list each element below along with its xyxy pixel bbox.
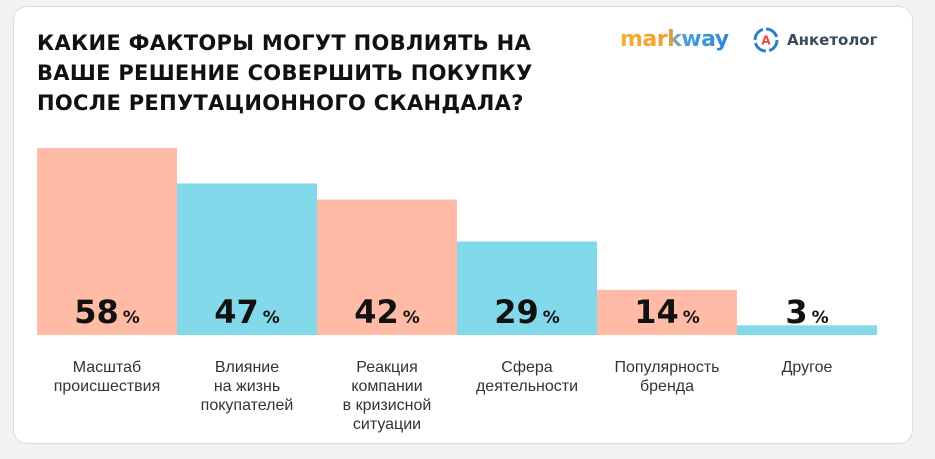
category-label: Масштаб происшествия [54,359,161,395]
category-label: Другое [782,359,833,376]
bar-value-label: 14% [634,293,700,331]
anketolog-logo-text: Анкетолог [787,31,878,49]
bar-value-label: 58% [74,293,140,331]
anketolog-logo: A Анкетолог [752,26,877,54]
bar-value-label: 47% [214,293,280,331]
category-label: Сфера деятельности [476,359,578,395]
anketolog-icon: A [753,27,779,53]
bar-value-label: 29% [494,293,560,331]
category-label: Популярность бренда [614,359,719,395]
bar-value-label: 3% [785,293,828,331]
chart-title: КАКИЕ ФАКТОРЫ МОГУТ ПОВЛИЯТЬ НА ВАШЕ РЕШ… [37,31,533,115]
bar [37,148,177,335]
bar [597,289,737,335]
bar [737,325,877,335]
category-label: Влияние на жизнь покупателей [201,359,294,414]
bar [457,241,597,335]
bar [177,183,317,335]
bar [317,199,457,335]
anketolog-icon-letter: A [761,34,771,48]
bar-value-label: 42% [354,293,420,331]
markway-logo: markway [620,27,729,52]
category-label: Реакция компании в кризисной ситуации [343,359,432,433]
